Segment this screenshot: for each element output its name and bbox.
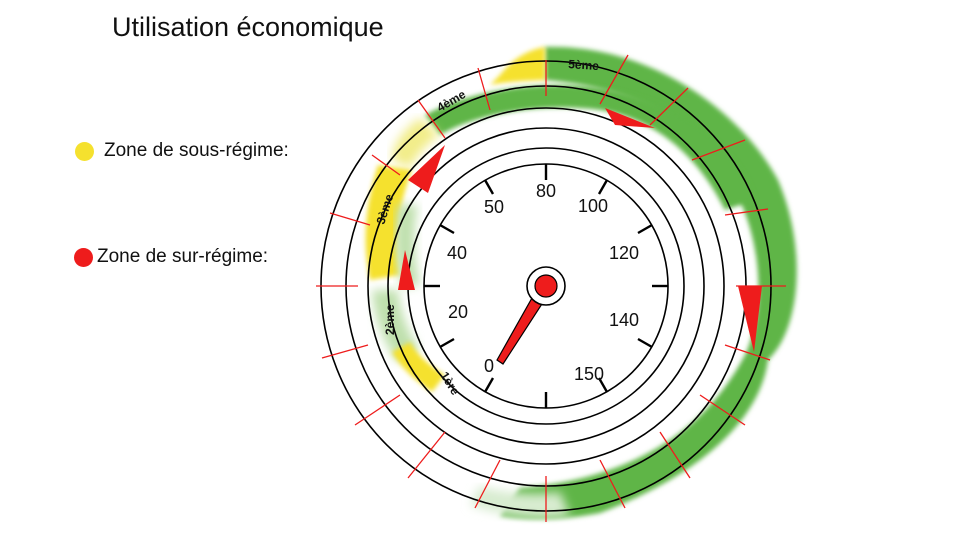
page-title: Utilisation économique [112,12,384,42]
over-rev-marker-2nd [398,250,415,290]
over-rev-marker-4th [605,108,655,128]
gear-bands [365,46,797,520]
dial-tick [597,179,609,195]
band-5th-fade [470,486,570,518]
legend-under-rev: Zone de sous-régime: [75,140,289,162]
legend-over-rev-label: Zone de sur-régime: [97,246,269,267]
radial-line [474,459,501,509]
legend-over-rev: Zone de sur-régime: [74,246,268,268]
over-rev-marker-3rd [408,145,445,193]
radial-line [354,394,401,426]
speed-label-40: 40 [447,243,467,263]
speed-label-0: 0 [484,356,494,376]
legend-under-rev-label: Zone de sous-régime: [104,140,289,161]
yellow-dot-icon [75,141,94,161]
speed-label-50: 50 [484,197,504,217]
speed-label-80: 80 [536,181,556,201]
radial-line [371,154,401,176]
band-3rd-yellow [365,165,412,280]
band-3rd-green [395,205,420,288]
speed-label-140: 140 [609,310,639,330]
radial-line [329,212,371,226]
radial-line [599,459,626,509]
needle-hub [534,274,558,298]
dial-tick [483,377,495,393]
radial-line [691,139,746,161]
dial-tick [483,179,495,195]
radial-line [477,67,491,111]
dial-tick [439,223,455,235]
radial-line [407,431,446,479]
band-5th-yellow [490,47,545,85]
dial-tick [597,377,609,393]
band-2nd-yellow [392,342,445,392]
radial-line [724,344,771,361]
needle [496,266,566,365]
dial-tick [439,337,455,349]
radial-line [321,344,369,359]
radial-line [417,99,446,139]
speed-label-150: 150 [574,364,604,384]
radial-line [699,394,746,426]
dial-tick [637,337,653,349]
red-dot-icon [74,247,93,267]
radial-line [649,87,689,126]
gear-label-5th: 5ème [568,57,600,73]
band-4th-green [425,85,755,210]
dial-tick [637,223,653,235]
speed-label-100: 100 [578,196,608,216]
ring-band-inner [367,107,725,465]
radial-line [659,431,691,479]
speed-label-120: 120 [609,243,639,263]
dial-ticks [424,164,668,408]
ring-middle [387,127,705,445]
radial-line [599,54,629,105]
speed-labels: 0 20 40 50 80 100 120 140 150 [447,181,639,384]
radial-line [724,208,769,216]
over-rev-marker-5th [738,286,762,352]
gear-label-2nd: 2ème [383,304,397,335]
speed-label-20: 20 [448,302,468,322]
radial-lines [316,54,786,522]
over-rev-markers [398,108,762,352]
band-4th-pale [392,118,440,168]
